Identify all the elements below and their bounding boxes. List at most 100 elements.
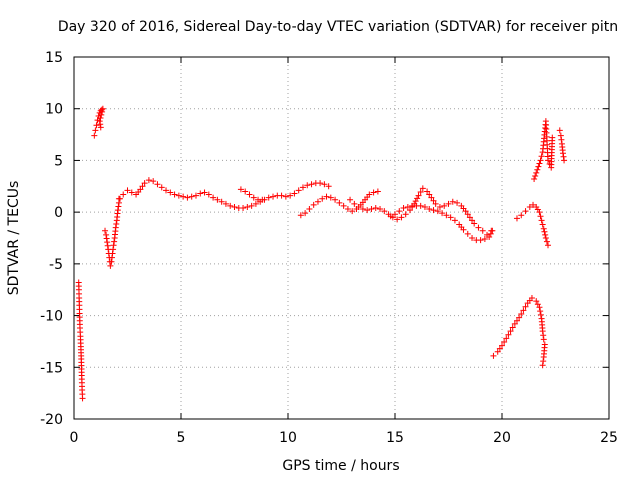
data-point (475, 224, 482, 231)
data-point (499, 342, 505, 349)
data-point (454, 199, 461, 206)
data-point (462, 208, 469, 215)
data-point (104, 242, 111, 249)
data-point (93, 122, 100, 129)
data-point (538, 217, 545, 224)
data-point (540, 358, 547, 365)
data-point (522, 303, 529, 310)
data-point (103, 231, 110, 238)
data-point (560, 153, 567, 160)
data-point (188, 193, 195, 200)
y-tick-label: -20 (40, 412, 63, 428)
data-point (282, 193, 289, 200)
data-point (489, 227, 496, 234)
data-point (210, 194, 217, 201)
data-point (355, 203, 362, 210)
data-point (302, 210, 309, 217)
data-point (387, 213, 394, 220)
data-series-seg-b (91, 105, 106, 139)
x-tick-label: 15 (386, 430, 404, 446)
x-tick-label: 10 (279, 430, 297, 446)
data-point (545, 242, 552, 249)
data-point (436, 203, 443, 210)
data-point (99, 105, 106, 112)
data-point (394, 216, 401, 223)
data-point (464, 211, 471, 218)
data-point (377, 206, 384, 213)
data-point (466, 214, 473, 221)
data-point (115, 203, 122, 210)
data-point (487, 230, 494, 237)
data-point (231, 203, 238, 210)
data-series-seg-e (237, 186, 266, 203)
data-point (445, 200, 452, 207)
data-point (250, 194, 257, 201)
data-point (396, 208, 403, 215)
data-point (428, 194, 435, 201)
y-tick-label: -5 (49, 257, 63, 273)
data-point (557, 132, 564, 139)
data-point (270, 193, 277, 200)
data-point (128, 189, 135, 196)
x-tick-label: 0 (70, 430, 79, 446)
data-point (108, 258, 115, 265)
data-point (537, 213, 544, 220)
data-point (91, 132, 98, 139)
x-axis-label: GPS time / hours (282, 458, 399, 474)
data-point (469, 235, 476, 241)
data-point (139, 183, 146, 190)
data-point (201, 189, 208, 196)
data-point (175, 192, 182, 199)
data-point (372, 205, 379, 212)
data-point (481, 236, 488, 243)
data-point (108, 254, 115, 261)
data-point (92, 127, 99, 134)
data-point (426, 206, 433, 213)
data-point (104, 239, 111, 246)
y-tick-label: 15 (45, 50, 63, 66)
data-point (374, 188, 381, 195)
data-point (97, 121, 104, 128)
data-point (543, 238, 550, 245)
data-point (295, 187, 302, 194)
data-point (449, 198, 456, 205)
y-axis-label: SDTVAR / TECUs (6, 181, 22, 296)
data-point (323, 193, 330, 200)
data-point (537, 308, 544, 315)
data-series-seg-i (490, 294, 548, 369)
data-series-seg-c (102, 195, 124, 269)
data-point (534, 166, 541, 173)
data-point (120, 191, 127, 198)
data-point (518, 212, 525, 219)
data-point (417, 202, 424, 209)
data-point (180, 193, 187, 200)
data-point (370, 189, 377, 196)
data-point (400, 205, 407, 212)
data-point (490, 352, 497, 359)
x-tick-label: 25 (600, 430, 618, 446)
data-point (141, 180, 148, 187)
data-point (421, 203, 428, 210)
chart-title: Day 320 of 2016, Sidereal Day-to-day VTE… (58, 19, 618, 35)
data-point (102, 227, 109, 234)
data-point (297, 212, 304, 219)
data-point (308, 181, 315, 188)
data-point (154, 181, 161, 188)
data-point (513, 317, 520, 324)
y-axis-tick-labels: -20 -15 -10 -5 0 5 10 15 (40, 50, 63, 428)
data-point (443, 212, 450, 219)
data-point (184, 194, 191, 201)
data-point (192, 192, 199, 199)
data-point (537, 311, 544, 318)
data-point (163, 187, 170, 194)
data-series-seg-d (115, 177, 332, 212)
data-point (434, 208, 441, 215)
data-point (237, 186, 244, 193)
data-point (366, 191, 373, 198)
data-point (464, 230, 471, 237)
data-point (214, 196, 221, 203)
y-tick-label: -10 (40, 309, 63, 325)
data-point (538, 153, 545, 160)
data-point (304, 182, 311, 189)
data-point (103, 235, 110, 242)
